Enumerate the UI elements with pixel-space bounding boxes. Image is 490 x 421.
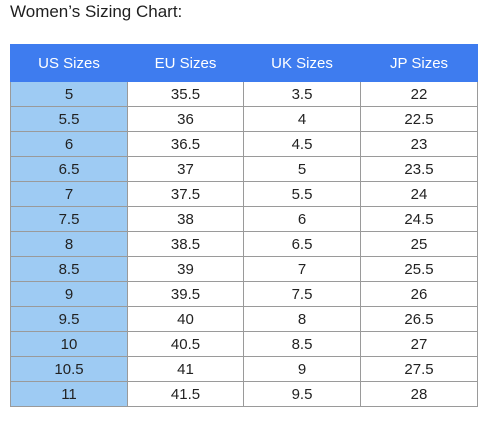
table-row: 7 37.5 5.5 24	[10, 181, 478, 207]
eu-size-cell: 40	[127, 306, 244, 332]
uk-size-cell: 8	[243, 306, 361, 332]
table-row: 6 36.5 4.5 23	[10, 131, 478, 157]
jp-size-cell: 22	[360, 81, 478, 107]
eu-size-cell: 37.5	[127, 181, 244, 207]
uk-size-cell: 6	[243, 206, 361, 232]
table-row: 5 35.5 3.5 22	[10, 81, 478, 107]
table-row: 9.5 40 8 26.5	[10, 306, 478, 332]
us-size-cell: 7	[10, 181, 128, 207]
us-size-cell: 5.5	[10, 106, 128, 132]
page-title: Women’s Sizing Chart:	[10, 2, 183, 21]
jp-size-cell: 25	[360, 231, 478, 257]
uk-size-cell: 4.5	[243, 131, 361, 157]
jp-size-cell: 27.5	[360, 356, 478, 382]
table-row: 11 41.5 9.5 28	[10, 381, 478, 407]
eu-size-cell: 37	[127, 156, 244, 182]
eu-size-cell: 38	[127, 206, 244, 232]
eu-size-cell: 41.5	[127, 381, 244, 407]
us-size-cell: 9	[10, 281, 128, 307]
us-size-cell: 7.5	[10, 206, 128, 232]
uk-size-cell: 4	[243, 106, 361, 132]
us-size-cell: 9.5	[10, 306, 128, 332]
header-uk-sizes: UK Sizes	[243, 44, 361, 82]
us-size-cell: 11	[10, 381, 128, 407]
us-size-cell: 10	[10, 331, 128, 357]
uk-size-cell: 7	[243, 256, 361, 282]
us-size-cell: 6	[10, 131, 128, 157]
eu-size-cell: 38.5	[127, 231, 244, 257]
jp-size-cell: 24	[360, 181, 478, 207]
uk-size-cell: 9	[243, 356, 361, 382]
us-size-cell: 6.5	[10, 156, 128, 182]
table-row: 5.5 36 4 22.5	[10, 106, 478, 132]
header-jp-sizes: JP Sizes	[360, 44, 478, 82]
uk-size-cell: 8.5	[243, 331, 361, 357]
table-row: 8.5 39 7 25.5	[10, 256, 478, 282]
us-size-cell: 10.5	[10, 356, 128, 382]
jp-size-cell: 26	[360, 281, 478, 307]
table-row: 8 38.5 6.5 25	[10, 231, 478, 257]
table-header-row: US Sizes EU Sizes UK Sizes JP Sizes	[10, 44, 478, 82]
jp-size-cell: 24.5	[360, 206, 478, 232]
us-size-cell: 5	[10, 81, 128, 107]
table-row: 9 39.5 7.5 26	[10, 281, 478, 307]
uk-size-cell: 6.5	[243, 231, 361, 257]
uk-size-cell: 5	[243, 156, 361, 182]
eu-size-cell: 35.5	[127, 81, 244, 107]
eu-size-cell: 39	[127, 256, 244, 282]
jp-size-cell: 27	[360, 331, 478, 357]
us-size-cell: 8	[10, 231, 128, 257]
eu-size-cell: 40.5	[127, 331, 244, 357]
jp-size-cell: 25.5	[360, 256, 478, 282]
jp-size-cell: 22.5	[360, 106, 478, 132]
jp-size-cell: 28	[360, 381, 478, 407]
sizing-table: US Sizes EU Sizes UK Sizes JP Sizes 5 35.…	[10, 44, 478, 407]
uk-size-cell: 9.5	[243, 381, 361, 407]
eu-size-cell: 36.5	[127, 131, 244, 157]
uk-size-cell: 5.5	[243, 181, 361, 207]
table-row: 6.5 37 5 23.5	[10, 156, 478, 182]
table-row: 7.5 38 6 24.5	[10, 206, 478, 232]
table-row: 10.5 41 9 27.5	[10, 356, 478, 382]
uk-size-cell: 7.5	[243, 281, 361, 307]
table-row: 10 40.5 8.5 27	[10, 331, 478, 357]
header-us-sizes: US Sizes	[10, 44, 128, 82]
eu-size-cell: 41	[127, 356, 244, 382]
table-body: 5 35.5 3.5 22 5.5 36 4 22.5 6 36.5 4.5 23 6.5 37 5 23.5…	[10, 81, 478, 407]
jp-size-cell: 23	[360, 131, 478, 157]
us-size-cell: 8.5	[10, 256, 128, 282]
uk-size-cell: 3.5	[243, 81, 361, 107]
jp-size-cell: 23.5	[360, 156, 478, 182]
jp-size-cell: 26.5	[360, 306, 478, 332]
eu-size-cell: 36	[127, 106, 244, 132]
header-eu-sizes: EU Sizes	[127, 44, 244, 82]
eu-size-cell: 39.5	[127, 281, 244, 307]
